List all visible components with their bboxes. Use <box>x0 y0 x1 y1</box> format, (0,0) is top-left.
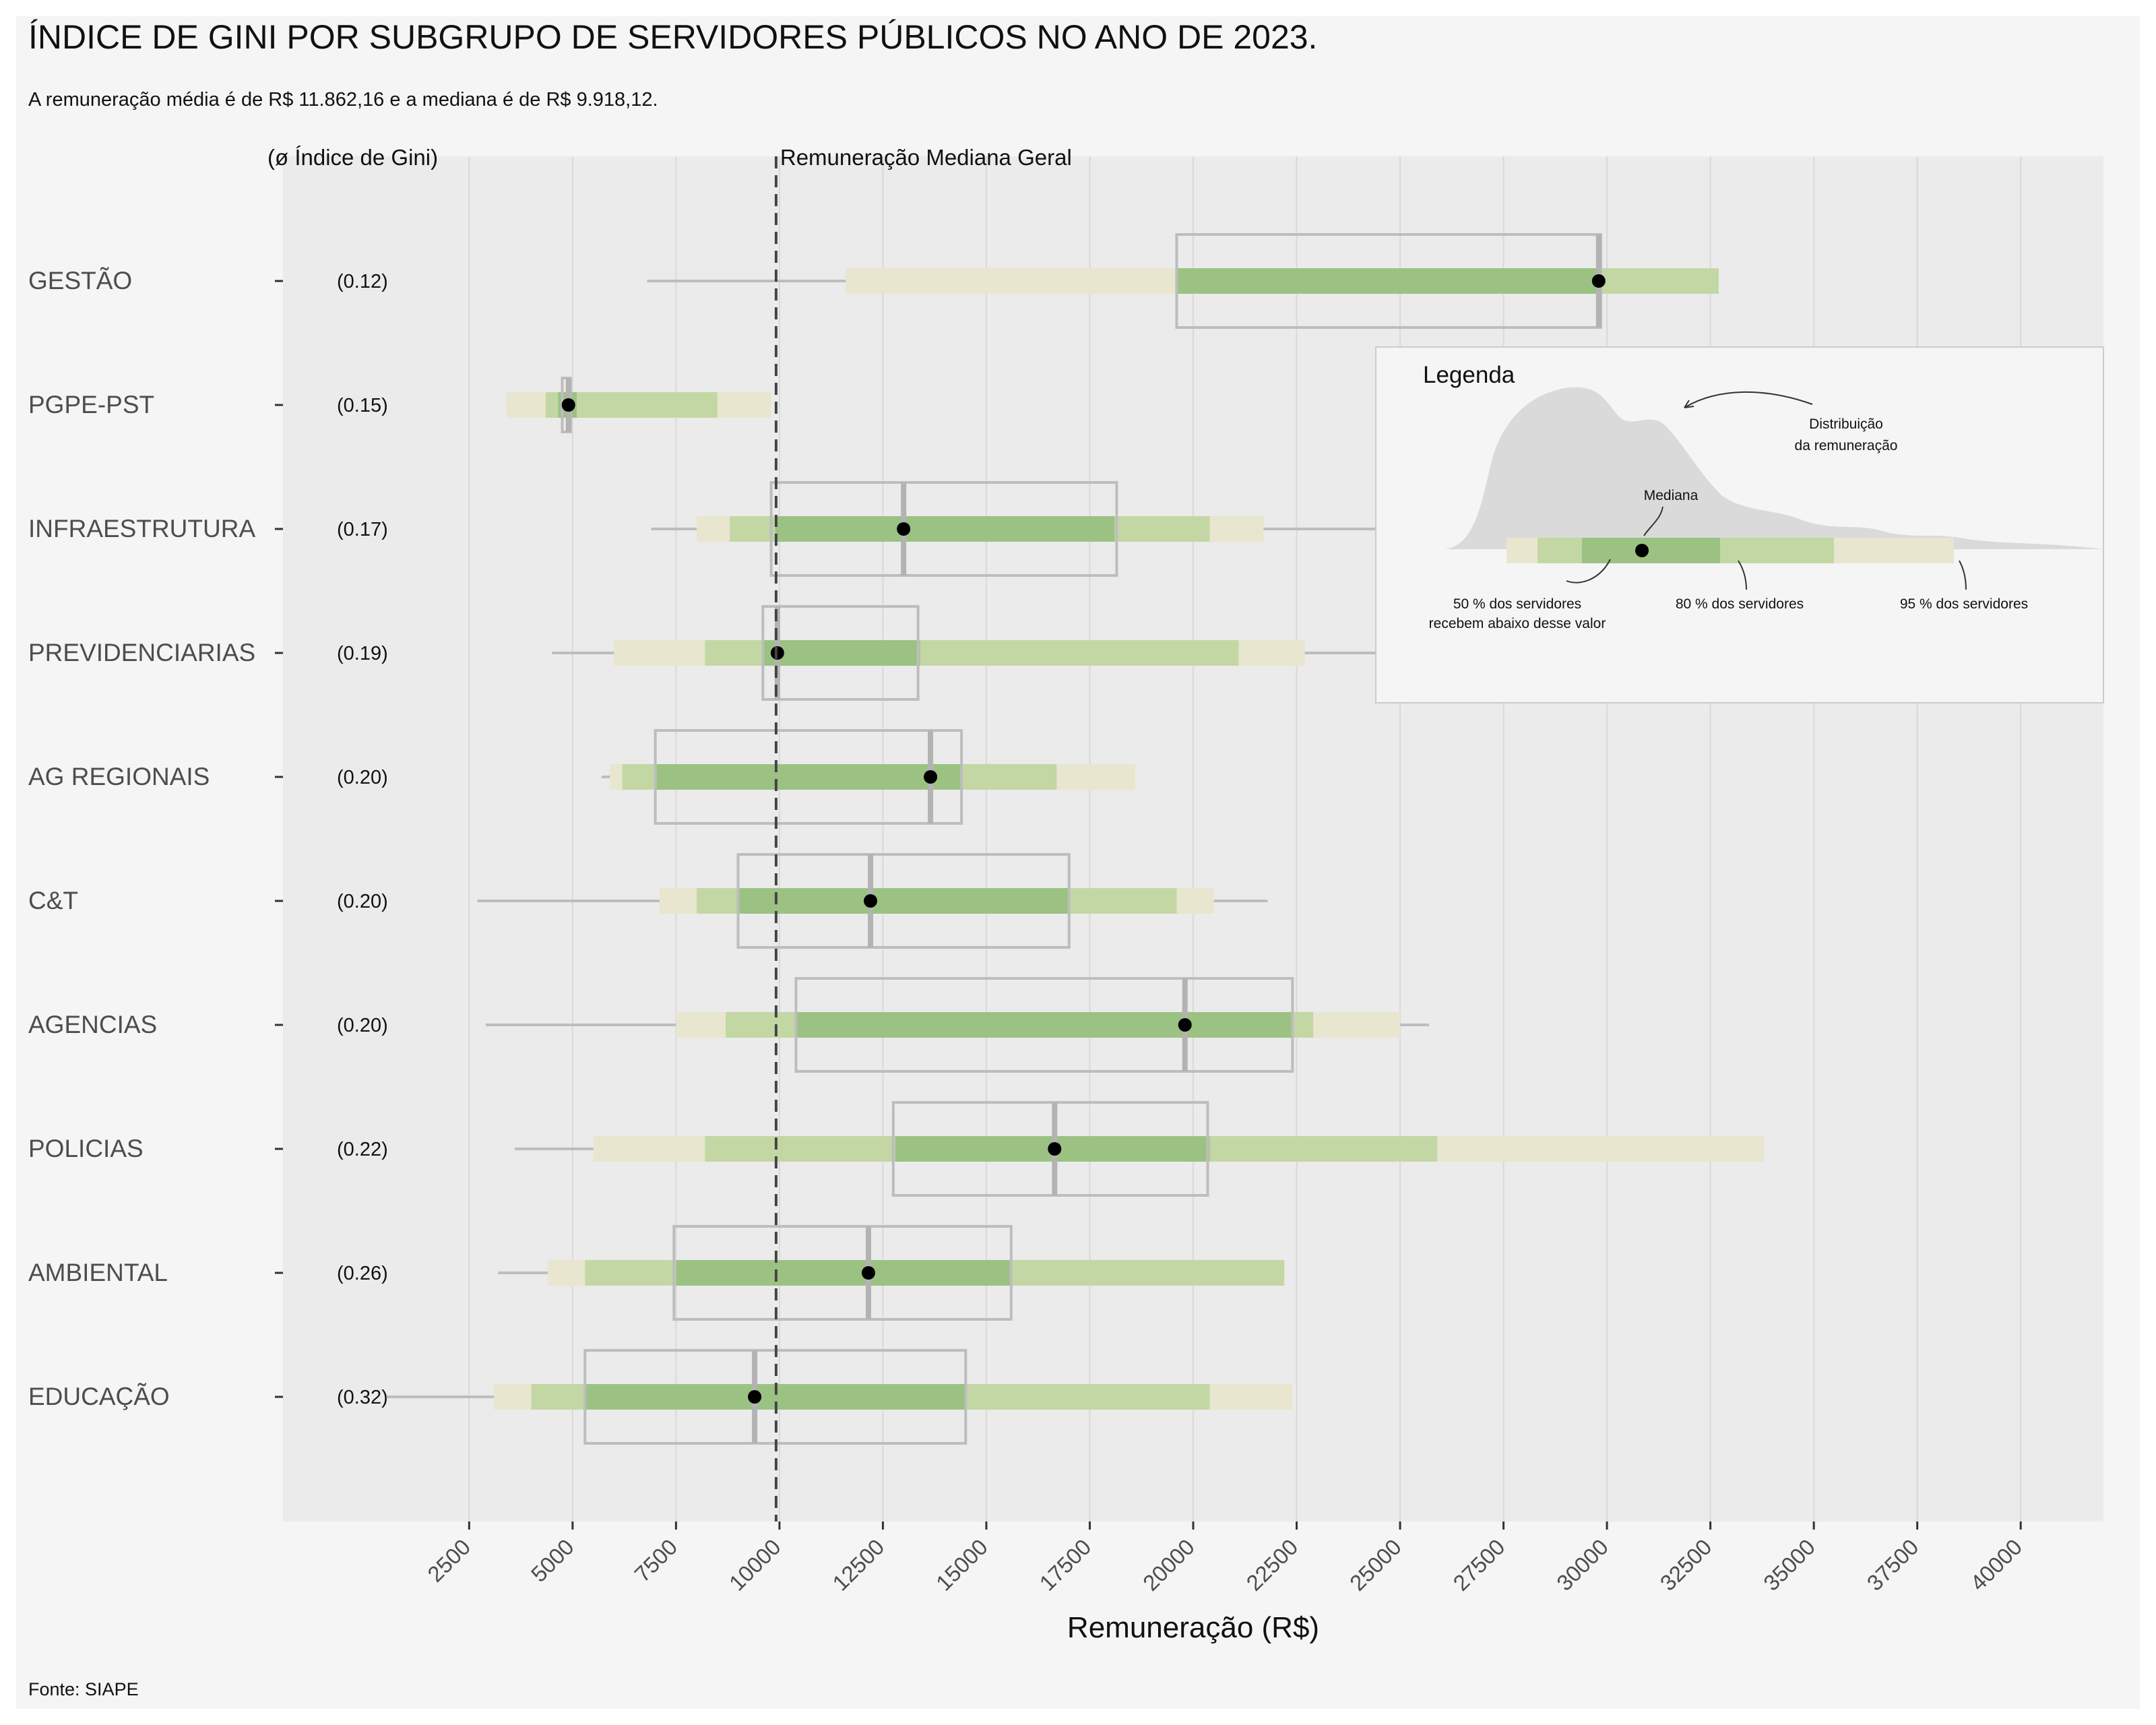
gini-label: (0.20) <box>337 767 388 788</box>
box <box>794 977 1294 1073</box>
x-tick-label: 32500 <box>1655 1534 1717 1596</box>
box <box>891 1101 1209 1197</box>
group-row: AG REGIONAIS (0.20) <box>28 729 1136 825</box>
category-label: POLICIAS <box>28 1135 144 1162</box>
median-dot <box>1048 1142 1062 1156</box>
category-label: AMBIENTAL <box>28 1259 168 1286</box>
gini-label: (0.26) <box>337 1263 388 1284</box>
legend-distribution-label: Distribuição <box>1809 416 1883 432</box>
x-tick-label: 40000 <box>1965 1534 2027 1596</box>
group-row: C&T (0.20) <box>28 853 1268 949</box>
x-tick-label: 10000 <box>724 1534 786 1596</box>
x-axis-title: Remuneração (R$) <box>1067 1611 1319 1644</box>
gini-label: (0.20) <box>337 891 388 912</box>
band-50 <box>738 888 1069 914</box>
gini-label: (0.20) <box>337 1015 388 1036</box>
group-row: AGENCIAS (0.20) <box>28 977 1430 1073</box>
legend-arrow-median <box>1643 506 1663 536</box>
group-rows: GESTÃO (0.12) PGPE-PST (0.15) INFRAESTRUTURA… <box>28 145 1765 1445</box>
median-dot <box>924 770 938 784</box>
category-label: PGPE-PST <box>28 391 154 418</box>
x-tick-label: 15000 <box>931 1534 992 1596</box>
band-50 <box>796 1012 1293 1038</box>
gini-label: (0.15) <box>337 395 388 416</box>
group-row: EDUCAÇÃO (0.32) <box>28 1349 1293 1445</box>
legend-p80-label: 80 % dos servidores <box>1676 596 1804 612</box>
group-row: PREVIDENCIARIAS (0.19) <box>28 605 1442 701</box>
legend-p50-label: 50 % dos servidores <box>1453 596 1581 612</box>
gini-label: (0.12) <box>337 271 388 292</box>
legend-arrow-95 <box>1959 560 1967 590</box>
legend-median-label: Mediana <box>1644 488 1699 503</box>
gini-header: (ø Índice de Gini) <box>267 145 438 170</box>
x-tick-label: 25000 <box>1345 1534 1406 1596</box>
x-tick-label: 27500 <box>1448 1534 1509 1596</box>
category-label: INFRAESTRUTURA <box>28 515 255 542</box>
reference-line-group: Remuneração Mediana Geral <box>774 145 1072 1522</box>
legend-p95-label: 95 % dos servidores <box>1900 596 2028 612</box>
group-row: INFRAESTRUTURA (0.17) <box>28 481 1438 577</box>
category-label: AG REGIONAIS <box>28 763 210 790</box>
median-dot <box>897 522 911 536</box>
box <box>736 853 1071 949</box>
median-dot <box>748 1390 762 1404</box>
band-50 <box>1176 268 1599 294</box>
legend-arrowhead <box>1684 400 1694 408</box>
legend-distribution-shape <box>1442 387 2103 549</box>
category-label: GESTÃO <box>28 267 132 294</box>
gini-label: (0.22) <box>337 1139 388 1160</box>
category-label: C&T <box>28 887 78 914</box>
legend-arrow-50 <box>1566 559 1611 584</box>
x-tick-label: 37500 <box>1862 1534 1924 1596</box>
legend-arrow-80 <box>1738 560 1747 590</box>
group-row: AMBIENTAL (0.26) <box>28 1225 1285 1321</box>
band-50 <box>676 1260 1011 1286</box>
group-row: PGPE-PST (0.15) <box>28 377 771 433</box>
category-label: EDUCAÇÃO <box>28 1383 170 1410</box>
x-tick-label: 22500 <box>1241 1534 1302 1596</box>
x-tick-label: 17500 <box>1034 1534 1096 1596</box>
gini-label: (0.19) <box>337 643 388 664</box>
x-tick-label: 5000 <box>526 1534 579 1587</box>
legend-band-50 <box>1582 538 1720 563</box>
legend: Legenda Distribuição da remuneração Medi… <box>1375 346 2104 703</box>
box <box>672 1225 1013 1321</box>
category-label: PREVIDENCIARIAS <box>28 639 255 666</box>
median-dot <box>1178 1018 1192 1032</box>
legend-arrow-distribution <box>1684 391 1813 408</box>
median-dot <box>561 398 575 412</box>
x-tick-label: 2500 <box>422 1534 475 1587</box>
x-tick-label: 35000 <box>1758 1534 1820 1596</box>
median-dot <box>1591 274 1606 288</box>
legend-median-dot <box>1635 544 1649 557</box>
chart-subtitle: A remuneração média é de R$ 11.862,16 e … <box>28 89 658 111</box>
x-tick-label: 20000 <box>1138 1534 1199 1596</box>
box <box>761 605 920 701</box>
group-row: GESTÃO (0.12) <box>28 233 1719 329</box>
box <box>769 481 1118 577</box>
x-axis: 2500 5000 7500 10000 12500 15000 17500 20000 225… <box>422 1522 2027 1644</box>
median-dot <box>864 894 878 908</box>
x-tick-label: 30000 <box>1552 1534 1613 1596</box>
legend-p50-label-2: recebem abaixo desse valor <box>1429 616 1606 631</box>
category-label: AGENCIAS <box>28 1011 157 1038</box>
chart-title: ÍNDICE DE GINI POR SUBGRUPO DE SERVIDORE… <box>28 18 1318 56</box>
x-tick-label: 12500 <box>827 1534 889 1596</box>
legend-distribution-label-2: da remuneração <box>1795 438 1898 453</box>
gini-label: (0.32) <box>337 1387 388 1408</box>
band-50 <box>775 516 1115 542</box>
band-50 <box>655 764 962 790</box>
band-50 <box>763 640 920 666</box>
legend-title: Legenda <box>1423 362 1515 388</box>
gini-label: (0.17) <box>337 519 388 540</box>
x-tick-label: 7500 <box>629 1534 682 1587</box>
group-row: POLICIAS (0.22) <box>28 1101 1765 1197</box>
box <box>654 729 963 825</box>
median-dot <box>861 1266 875 1280</box>
source-note: Fonte: SIAPE <box>28 1679 139 1699</box>
reference-line-label: Remuneração Mediana Geral <box>780 145 1072 170</box>
